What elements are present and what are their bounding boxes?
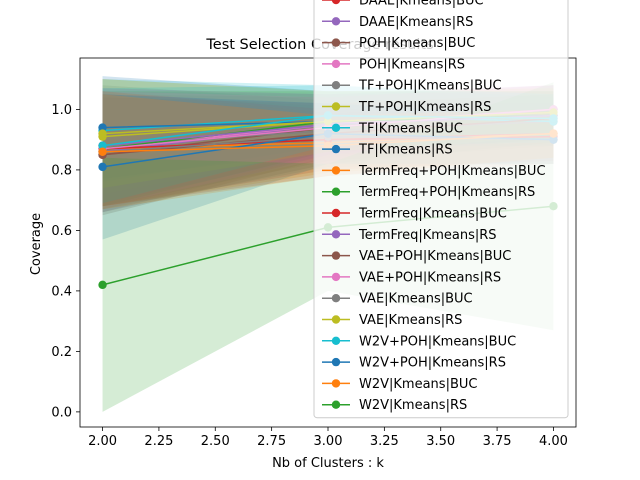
y-tick-label: 0.8: [51, 163, 72, 178]
legend-label-2: POH|Kmeans|BUC: [359, 36, 475, 51]
legend-label-8: TermFreq+POH|Kmeans|BUC: [358, 164, 546, 179]
legend-marker-0: [331, 0, 341, 5]
legend-marker-13: [331, 272, 341, 282]
legend-marker-19: [331, 400, 341, 409]
legend-marker-3: [331, 59, 341, 69]
legend-label-4: TF+POH|Kmeans|BUC: [358, 79, 502, 94]
legend-marker-14: [331, 294, 341, 303]
x-axis-label: Nb of Clusters : k: [272, 456, 384, 471]
legend-marker-7: [331, 144, 341, 154]
x-tick-label: 3.50: [426, 434, 455, 449]
y-tick-label: 0.2: [51, 345, 72, 360]
data-point-19-0: [98, 280, 107, 290]
legend-marker-18: [331, 379, 341, 388]
legend-box: [313, 0, 569, 419]
legend-marker-12: [331, 251, 341, 260]
legend-marker-5: [331, 102, 341, 111]
legend-marker-10: [331, 208, 341, 218]
data-point-7-0: [98, 123, 107, 132]
legend: DAAE|Kmeans|BUC DAAE|Kmeans|RS POH|Kmeans|…: [313, 0, 569, 419]
legend-label-12: VAE+POH|Kmeans|BUC: [359, 249, 511, 264]
legend-label-17: W2V+POH|Kmeans|RS: [359, 356, 506, 371]
legend-marker-9: [331, 187, 341, 196]
legend-marker-4: [331, 81, 341, 90]
x-tick-label: 3.25: [370, 434, 399, 449]
legend-marker-11: [331, 230, 341, 239]
x-tick-label: 3.00: [314, 434, 343, 449]
legend-label-14: VAE|Kmeans|BUC: [359, 292, 473, 307]
legend-marker-16: [331, 336, 341, 345]
x-tick-label: 2.25: [144, 434, 173, 449]
legend-label-3: POH|Kmeans|RS: [359, 57, 465, 72]
y-axis-label: Coverage: [29, 213, 44, 275]
legend-marker-1: [331, 17, 341, 26]
legend-label-7: TF|Kmeans|RS: [358, 143, 453, 158]
legend-label-1: DAAE|Kmeans|RS: [359, 15, 473, 30]
y-tick-label: 1.0: [51, 103, 72, 118]
data-point-15-0: [98, 129, 107, 138]
x-tick-label: 2.50: [201, 434, 230, 449]
x-tick-label: 2.75: [257, 434, 286, 449]
data-point-16-0: [98, 141, 107, 150]
legend-marker-6: [331, 123, 341, 132]
legend-label-19: W2V|Kmeans|RS: [359, 398, 467, 413]
legend-marker-2: [331, 38, 341, 47]
legend-label-0: DAAE|Kmeans|BUC: [359, 0, 484, 9]
legend-label-6: TF|Kmeans|BUC: [358, 121, 463, 136]
legend-marker-17: [331, 357, 341, 367]
data-point-18-0: [98, 147, 107, 156]
y-tick-label: 0.6: [51, 224, 72, 239]
legend-label-15: VAE|Kmeans|RS: [359, 313, 462, 328]
legend-label-16: W2V+POH|Kmeans|BUC: [359, 334, 516, 349]
x-tick-label: 2.00: [88, 434, 117, 449]
x-tick-label: 4.00: [539, 434, 568, 449]
legend-marker-8: [331, 166, 341, 175]
legend-label-5: TF+POH|Kmeans|RS: [358, 100, 491, 115]
legend-marker-15: [331, 315, 341, 324]
y-tick-label: 0.4: [51, 284, 72, 299]
legend-label-9: TermFreq+POH|Kmeans|RS: [358, 185, 535, 200]
y-tick-label: 0.0: [51, 405, 72, 420]
legend-label-18: W2V|Kmeans|BUC: [359, 377, 477, 392]
data-point-17-0: [98, 162, 107, 172]
legend-label-13: VAE+POH|Kmeans|RS: [359, 270, 501, 285]
legend-label-10: TermFreq|Kmeans|BUC: [358, 207, 507, 222]
legend-label-11: TermFreq|Kmeans|RS: [358, 228, 497, 243]
x-tick-label: 3.75: [483, 434, 512, 449]
